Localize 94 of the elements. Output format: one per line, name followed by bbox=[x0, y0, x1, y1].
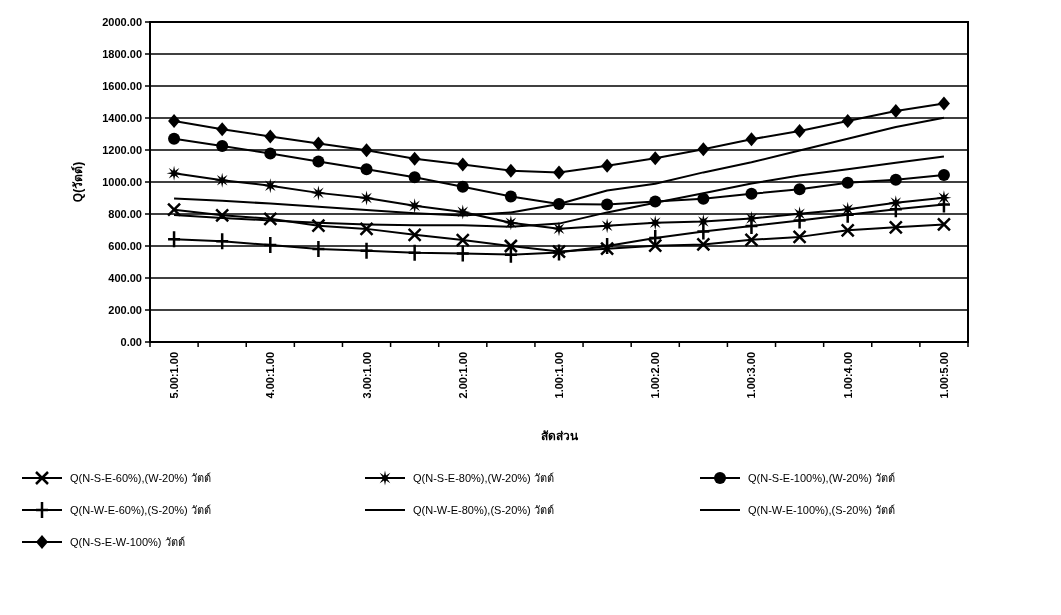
y-tick-label: 200.00 bbox=[108, 304, 142, 316]
point bbox=[937, 96, 950, 111]
point bbox=[647, 215, 663, 231]
point bbox=[311, 239, 326, 259]
y-tick-label: 600.00 bbox=[108, 240, 142, 252]
y-axis-title: Q(วัตต์) bbox=[71, 161, 85, 203]
legend-label: Q(N-S-E-60%),(W-20%) วัตต์ bbox=[70, 472, 211, 484]
point bbox=[841, 176, 854, 189]
x-tick-label: 2.00:1.00 bbox=[456, 352, 469, 399]
y-tick-label: 0.00 bbox=[120, 336, 142, 348]
point bbox=[311, 218, 326, 233]
x-tick-label: 1.00:5.00 bbox=[937, 352, 950, 399]
legend-label: Q(N-W-E-80%),(S-20%) วัตต์ bbox=[413, 504, 554, 516]
point bbox=[840, 205, 855, 225]
point bbox=[455, 232, 471, 248]
point bbox=[359, 241, 374, 261]
point bbox=[214, 208, 230, 223]
point bbox=[359, 221, 374, 237]
point bbox=[262, 178, 278, 194]
y-tick-label: 1800.00 bbox=[102, 48, 142, 60]
point bbox=[745, 187, 758, 200]
point bbox=[407, 227, 422, 243]
point bbox=[937, 168, 950, 181]
point bbox=[408, 171, 421, 184]
point bbox=[504, 190, 517, 203]
point bbox=[408, 151, 421, 166]
point bbox=[888, 220, 904, 235]
point bbox=[504, 163, 517, 178]
legend-label: Q(N-W-E-60%),(S-20%) วัตต์ bbox=[70, 504, 211, 516]
point bbox=[359, 190, 375, 206]
point bbox=[696, 222, 711, 241]
point bbox=[360, 143, 373, 158]
point bbox=[168, 132, 181, 145]
point bbox=[360, 163, 373, 176]
point bbox=[264, 147, 277, 160]
point bbox=[407, 243, 422, 262]
x-tick-label: 4.00:1.00 bbox=[264, 352, 277, 399]
point bbox=[601, 198, 614, 211]
y-tick-label: 2000.00 bbox=[102, 16, 142, 28]
point bbox=[214, 172, 230, 188]
point bbox=[601, 158, 614, 173]
point bbox=[312, 155, 325, 168]
point bbox=[263, 211, 278, 227]
y-tick-label: 1000.00 bbox=[102, 176, 142, 188]
point bbox=[696, 237, 711, 252]
point bbox=[599, 236, 615, 256]
point bbox=[503, 238, 519, 254]
point bbox=[168, 114, 181, 129]
x-tick-label: 3.00:1.00 bbox=[360, 352, 373, 399]
point bbox=[166, 165, 182, 181]
point bbox=[889, 173, 902, 186]
point bbox=[697, 142, 710, 157]
point bbox=[599, 218, 615, 234]
point bbox=[841, 114, 854, 129]
point bbox=[312, 136, 325, 151]
point bbox=[792, 229, 807, 245]
point bbox=[310, 185, 326, 201]
point bbox=[744, 232, 759, 248]
point bbox=[456, 180, 469, 193]
point bbox=[840, 223, 855, 238]
legend-label: Q(N-S-E-100%),(W-20%) วัตต์ bbox=[748, 472, 895, 484]
x-tick-label: 1.00:3.00 bbox=[745, 352, 758, 399]
point bbox=[793, 183, 806, 196]
point bbox=[407, 198, 423, 214]
point bbox=[216, 140, 229, 152]
legend-label: Q(N-S-E-W-100%) วัตต์ bbox=[70, 536, 185, 548]
x-tick-label: 1.00:2.00 bbox=[649, 352, 662, 399]
y-tick-label: 1400.00 bbox=[102, 112, 142, 124]
x-tick-label: 5.00:1.00 bbox=[168, 352, 181, 399]
point bbox=[264, 129, 277, 144]
point bbox=[793, 123, 806, 138]
legend-label: Q(N-W-E-100%),(S-20%) วัตต์ bbox=[748, 504, 895, 516]
point bbox=[214, 231, 230, 251]
x-tick-label: 1.00:4.00 bbox=[841, 352, 854, 399]
y-tick-label: 800.00 bbox=[108, 208, 142, 220]
point bbox=[455, 244, 471, 263]
point bbox=[456, 157, 469, 172]
x-tick-label: 1.00:1.00 bbox=[553, 352, 565, 399]
point bbox=[551, 221, 567, 237]
point bbox=[503, 215, 519, 231]
point bbox=[166, 202, 182, 217]
point bbox=[263, 235, 278, 255]
y-tick-label: 1200.00 bbox=[102, 144, 142, 156]
point bbox=[745, 132, 758, 147]
point bbox=[936, 217, 952, 232]
y-tick-label: 400.00 bbox=[108, 272, 142, 284]
y-tick-label: 1600.00 bbox=[102, 80, 142, 92]
x-axis-title: สัดส่วน bbox=[540, 429, 579, 443]
point bbox=[649, 151, 662, 166]
point bbox=[216, 122, 229, 137]
point bbox=[553, 165, 565, 180]
point bbox=[166, 230, 182, 249]
point bbox=[889, 103, 902, 118]
legend-label: Q(N-S-E-80%),(W-20%) วัตต์ bbox=[413, 472, 554, 484]
